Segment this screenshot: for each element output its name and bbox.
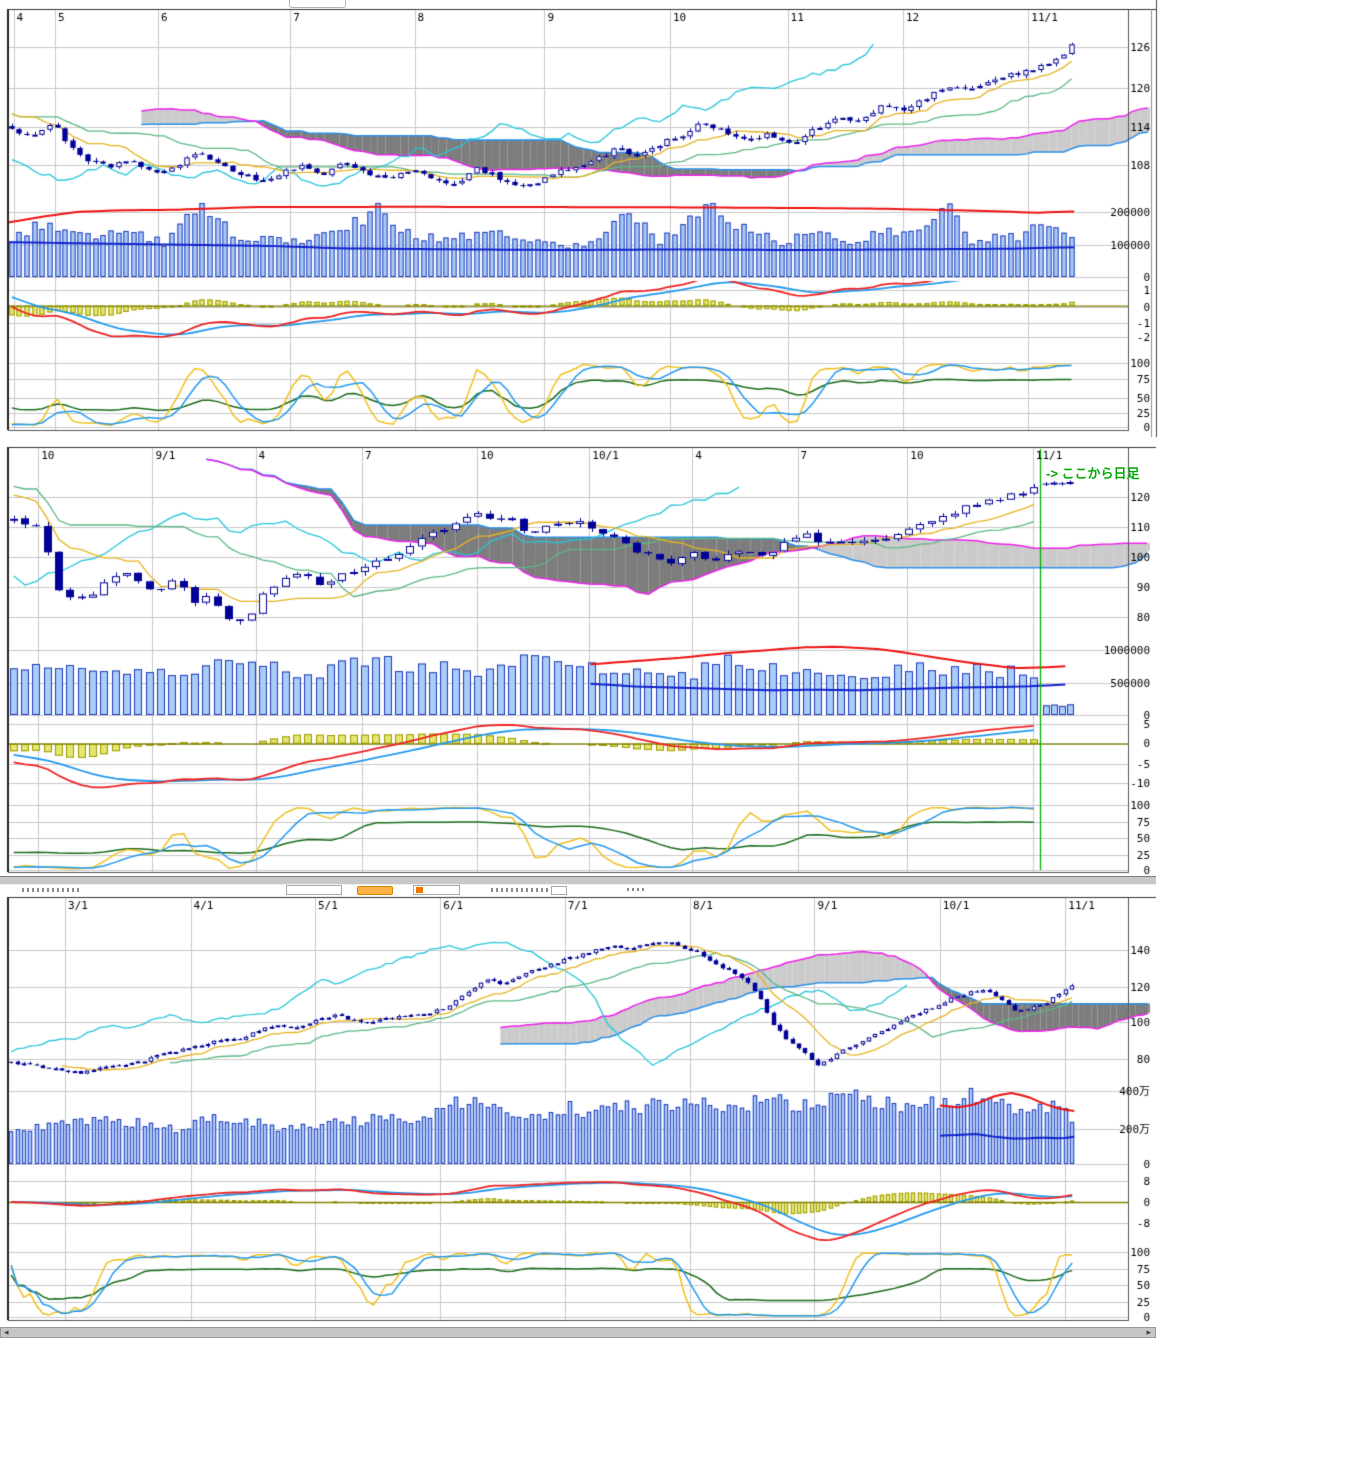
scroll-right-arrow-icon[interactable]: ▸ bbox=[1146, 1327, 1151, 1337]
toolbar-fragment-orange[interactable] bbox=[357, 886, 393, 895]
bottom-hscrollbar[interactable]: ◂ ▸ bbox=[0, 1327, 1156, 1338]
scroll-left-arrow-icon[interactable]: ◂ bbox=[4, 1327, 9, 1337]
cropped-button-fragment[interactable] bbox=[289, 0, 346, 8]
toolbar-fragment-box[interactable] bbox=[551, 886, 567, 895]
daily-note-annotation: -> ここから日足 bbox=[1046, 466, 1140, 481]
toolbar-fragment-dots bbox=[22, 888, 80, 892]
toolbar-fragment-dots bbox=[627, 888, 645, 891]
toolbar-fragment-dots bbox=[491, 888, 549, 892]
middle-hscrollbar[interactable] bbox=[0, 876, 1156, 885]
toolbar-fragment-box[interactable] bbox=[286, 885, 342, 895]
toolbar-fragment-chip[interactable] bbox=[413, 885, 460, 895]
